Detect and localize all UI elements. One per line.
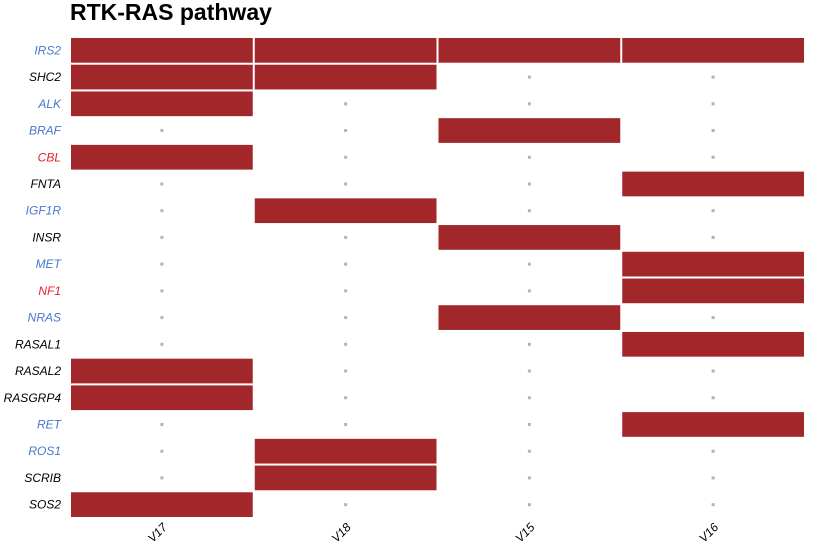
gene-label-rasal2: RASAL2 xyxy=(15,364,61,378)
empty-marker-nras-v16 xyxy=(711,316,715,320)
gene-label-igf1r: IGF1R xyxy=(26,204,62,218)
empty-marker-shc2-v15 xyxy=(527,75,531,79)
empty-marker-rasgrp4-v18 xyxy=(344,396,348,400)
cell-shc2-v18 xyxy=(254,64,437,90)
empty-marker-nras-v18 xyxy=(344,316,348,320)
cell-fnta-v16 xyxy=(622,171,804,197)
gene-label-ros1: ROS1 xyxy=(28,444,61,458)
cell-braf-v15 xyxy=(438,118,621,143)
empty-marker-scrib-v15 xyxy=(527,476,531,480)
empty-marker-alk-v18 xyxy=(344,102,348,106)
empty-marker-ret-v18 xyxy=(344,422,348,426)
empty-marker-rasal2-v18 xyxy=(344,369,348,373)
sample-label-v15: V15 xyxy=(512,520,537,545)
empty-marker-met-v15 xyxy=(527,262,531,266)
gene-labels: IRS2 SHC2 ALK BRAF CBL FNTA IGF1R INSR MET NF1 NRA… xyxy=(4,43,63,511)
cell-met-v16 xyxy=(622,251,804,277)
empty-marker-rasgrp4-v16 xyxy=(711,396,715,400)
cell-cbl-v17 xyxy=(71,144,253,170)
cell-rasgrp4-v17 xyxy=(71,385,253,411)
empty-marker-nf1-v18 xyxy=(344,289,348,293)
sample-label-v16: V16 xyxy=(696,520,721,545)
empty-marker-insr-v18 xyxy=(344,235,348,239)
empty-marker-rasal1-v15 xyxy=(527,342,531,346)
cell-nf1-v16 xyxy=(622,278,804,304)
empty-marker-cbl-v15 xyxy=(527,155,531,159)
cell-ros1-v18 xyxy=(254,438,437,464)
empty-marker-insr-v17 xyxy=(160,235,164,239)
gene-label-nf1: NF1 xyxy=(38,284,61,298)
gene-label-scrib: SCRIB xyxy=(24,471,61,485)
cell-irs2-v17 xyxy=(71,38,253,63)
cell-sos2-v17 xyxy=(71,492,253,517)
empty-marker-nf1-v17 xyxy=(160,289,164,293)
chart-title: RTK-RAS pathway xyxy=(70,0,272,25)
empty-marker-rasal1-v18 xyxy=(344,342,348,346)
empty-marker-cbl-v16 xyxy=(711,155,715,159)
gene-label-nras: NRAS xyxy=(28,311,61,325)
empty-marker-nras-v17 xyxy=(160,316,164,320)
cell-nras-v15 xyxy=(438,305,621,330)
empty-marker-insr-v16 xyxy=(711,235,715,239)
empty-marker-braf-v16 xyxy=(711,129,715,133)
sample-labels: V17 V18 V15 V16 xyxy=(145,519,721,545)
empty-marker-met-v18 xyxy=(344,262,348,266)
empty-marker-fnta-v18 xyxy=(344,182,348,186)
gene-label-fnta: FNTA xyxy=(31,177,61,191)
gene-label-braf: BRAF xyxy=(29,124,62,138)
gene-label-ret: RET xyxy=(37,417,63,431)
gene-label-rasgrp4: RASGRP4 xyxy=(4,391,62,405)
cell-ret-v16 xyxy=(622,412,804,437)
empty-marker-sos2-v16 xyxy=(711,503,715,507)
empty-marker-alk-v16 xyxy=(711,102,715,106)
empty-marker-fnta-v17 xyxy=(160,182,164,186)
empty-marker-cbl-v18 xyxy=(344,155,348,159)
empty-marker-ros1-v17 xyxy=(160,449,164,453)
cell-rasal1-v16 xyxy=(622,331,804,357)
cell-rasal2-v17 xyxy=(71,358,253,384)
gene-label-rasal1: RASAL1 xyxy=(15,337,61,351)
empty-marker-rasal2-v16 xyxy=(711,369,715,373)
sample-label-v17: V17 xyxy=(145,519,171,545)
gene-label-met: MET xyxy=(36,257,63,271)
cell-igf1r-v18 xyxy=(254,198,437,224)
empty-marker-met-v17 xyxy=(160,262,164,266)
gene-label-shc2: SHC2 xyxy=(29,70,61,84)
cell-shc2-v17 xyxy=(71,64,253,90)
gene-label-cbl: CBL xyxy=(38,150,61,164)
empty-marker-rasal1-v17 xyxy=(160,342,164,346)
gene-label-insr: INSR xyxy=(32,230,61,244)
empty-marker-braf-v18 xyxy=(344,129,348,133)
cell-alk-v17 xyxy=(71,91,253,117)
cell-insr-v15 xyxy=(438,225,621,250)
empty-marker-scrib-v16 xyxy=(711,476,715,480)
sample-label-v18: V18 xyxy=(329,520,354,545)
empty-marker-scrib-v17 xyxy=(160,476,164,480)
empty-marker-ros1-v16 xyxy=(711,449,715,453)
gene-label-sos2: SOS2 xyxy=(29,498,61,512)
gene-label-irs2: IRS2 xyxy=(34,43,61,57)
empty-marker-igf1r-v16 xyxy=(711,209,715,213)
empty-marker-ret-v17 xyxy=(160,422,164,426)
empty-marker-alk-v15 xyxy=(527,102,531,106)
cell-irs2-v18 xyxy=(254,38,437,63)
empty-marker-fnta-v15 xyxy=(527,182,531,186)
empty-marker-sos2-v18 xyxy=(344,503,348,507)
empty-marker-igf1r-v17 xyxy=(160,209,164,213)
empty-marker-rasgrp4-v15 xyxy=(527,396,531,400)
empty-marker-igf1r-v15 xyxy=(527,209,531,213)
empty-marker-rasal2-v15 xyxy=(527,369,531,373)
cell-irs2-v16 xyxy=(622,38,804,63)
empty-marker-braf-v17 xyxy=(160,129,164,133)
empty-marker-shc2-v16 xyxy=(711,75,715,79)
cells-layer xyxy=(71,38,804,517)
empty-marker-nf1-v15 xyxy=(527,289,531,293)
gene-label-alk: ALK xyxy=(37,97,62,111)
empty-marker-ret-v15 xyxy=(527,422,531,426)
cell-scrib-v18 xyxy=(254,465,437,491)
cell-irs2-v15 xyxy=(438,38,621,63)
empty-marker-sos2-v15 xyxy=(527,503,531,507)
empty-marker-ros1-v15 xyxy=(527,449,531,453)
